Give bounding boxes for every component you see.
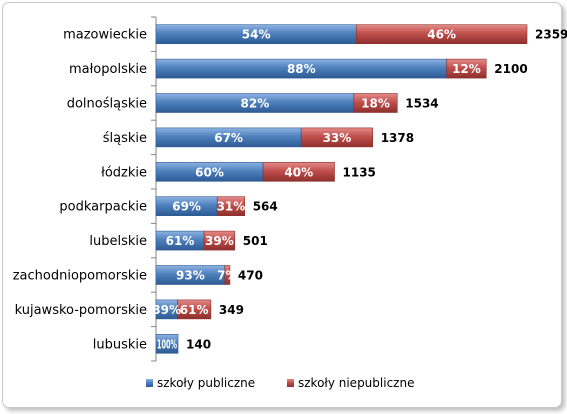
bar-szkoly-niepubliczne-kujawsko-pomorskie [177, 299, 212, 320]
pct-label-szkoly-niepubliczne-mazowieckie: 46% [427, 28, 456, 42]
bar-szkoly-niepubliczne-lubelskie [203, 230, 236, 251]
pct-label-szkoly-niepubliczne-slaskie: 33% [323, 131, 352, 145]
pct-label-szkoly-niepubliczne-dolnoslaskie: 18% [361, 97, 390, 111]
category-label-lubelskie: lubelskie [89, 234, 147, 249]
legend-label-szkoly-publiczne: szkoły publiczne [157, 376, 255, 390]
pct-label-szkoly-publiczne-lubuskie: 100% [157, 337, 177, 351]
category-label-lodzkie: łódzkie [101, 165, 147, 180]
bar-szkoly-niepubliczne-lodzkie [262, 162, 335, 182]
bars-group [155, 24, 528, 354]
bar-szkoly-niepubliczne-slaskie [300, 127, 374, 148]
pct-label-szkoly-publiczne-kujawsko-pomorskie: 39% [152, 303, 181, 317]
category-label-podkarpackie: podkarpackie [59, 200, 147, 215]
total-label-zachodniopomorskie: 470 [238, 269, 263, 283]
total-label-lodzkie: 1135 [343, 165, 376, 179]
total-label-lubuskie: 140 [186, 337, 211, 351]
legend: szkoły publiczne szkoły niepubliczne [146, 376, 414, 390]
total-label-lubelskie: 501 [243, 234, 268, 248]
legend-swatch-szkoly-niepubliczne [287, 379, 294, 387]
legend-swatch-szkoly-publiczne [146, 379, 153, 387]
total-label-mazowieckie: 2359 [535, 28, 567, 42]
bar-szkoly-niepubliczne-dolnoslaskie [353, 93, 398, 113]
bar-szkoly-niepubliczne-mazowieckie [356, 24, 528, 45]
total-label-dolnoslaskie: 1534 [405, 97, 438, 111]
total-label-slaskie: 1378 [381, 131, 414, 145]
bar-szkoly-publiczne-lubuskie [155, 333, 179, 354]
pct-label-szkoly-niepubliczne-podkarpackie: 31% [217, 200, 246, 214]
category-label-lubuskie: lubuskie [93, 337, 147, 352]
total-label-kujawsko-pomorskie: 349 [219, 303, 244, 317]
pct-label-szkoly-niepubliczne-lodzkie: 40% [284, 165, 313, 179]
pct-label-szkoly-publiczne-slaskie: 67% [214, 131, 243, 145]
legend-label-szkoly-niepubliczne: szkoły niepubliczne [298, 376, 414, 390]
category-label-mazowieckie: mazowieckie [63, 28, 147, 43]
pct-label-szkoly-publiczne-mazowieckie: 54% [242, 28, 271, 42]
category-label-malopolskie: małopolskie [69, 62, 147, 77]
bar-szkoly-niepubliczne-podkarpackie [216, 196, 246, 216]
total-label-malopolskie: 2100 [494, 62, 527, 76]
pct-label-szkoly-niepubliczne-kujawsko-pomorskie: 61% [180, 303, 209, 317]
pct-label-szkoly-publiczne-malopolskie: 88% [287, 62, 316, 76]
pct-label-szkoly-publiczne-podkarpackie: 69% [172, 200, 201, 214]
bar-szkoly-niepubliczne-malopolskie [446, 58, 487, 79]
pct-label-szkoly-niepubliczne-zachodniopomorskie: 7% [217, 269, 237, 283]
category-label-dolnoslaskie: dolnośląskie [67, 97, 147, 112]
category-label-slaskie: śląskie [103, 131, 147, 146]
bar-szkoly-niepubliczne-zachodniopomorskie [224, 265, 231, 285]
pct-label-szkoly-niepubliczne-malopolskie: 12% [452, 62, 481, 76]
pct-label-szkoly-publiczne-lodzkie: 60% [195, 165, 224, 179]
pct-label-szkoly-publiczne-zachodniopomorskie: 93% [176, 269, 205, 283]
total-label-podkarpackie: 564 [253, 200, 278, 214]
pct-label-szkoly-publiczne-dolnoslaskie: 82% [241, 97, 270, 111]
category-label-kujawsko-pomorskie: kujawsko-pomorskie [15, 303, 147, 318]
pct-label-szkoly-niepubliczne-lubelskie: 39% [205, 234, 234, 248]
labels-group: mazowieckie 54% 46% 2359 małopolskie 88% 12% 21… [13, 28, 567, 353]
pct-label-szkoly-publiczne-lubelskie: 61% [166, 234, 195, 248]
category-label-zachodniopomorskie: zachodniopomorskie [13, 269, 147, 284]
